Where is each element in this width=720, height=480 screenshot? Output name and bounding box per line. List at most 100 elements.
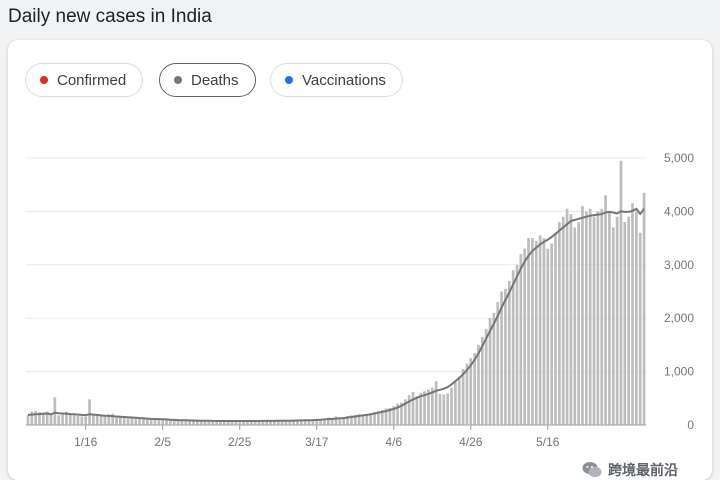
bar	[565, 208, 569, 425]
bar	[276, 421, 280, 425]
bar	[484, 328, 488, 425]
bar	[604, 195, 607, 425]
bar	[403, 399, 407, 425]
bar	[550, 243, 553, 425]
bar	[176, 420, 180, 425]
filter-vaccinations-label: Vaccinations	[302, 71, 386, 89]
y-tick-label: 3,000	[664, 258, 694, 272]
bar	[627, 216, 631, 425]
filter-vaccinations[interactable]: Vaccinations	[270, 63, 403, 97]
bar	[623, 222, 627, 425]
bar	[407, 395, 411, 425]
bar	[592, 216, 596, 425]
bar	[430, 387, 434, 425]
bar	[211, 421, 215, 425]
bar	[350, 415, 353, 425]
bar	[373, 412, 376, 425]
bar	[273, 420, 276, 425]
bar	[473, 352, 476, 425]
bar	[581, 206, 584, 425]
confirmed-color-dot	[40, 76, 48, 84]
bar	[242, 421, 245, 425]
bar	[546, 248, 550, 425]
bar	[496, 302, 500, 425]
chart-moving-average	[27, 207, 645, 422]
page-title: Daily new cases in India	[8, 6, 212, 27]
filter-confirmed-label: Confirmed	[57, 71, 127, 89]
bar	[222, 420, 226, 425]
bar	[569, 214, 573, 425]
bar	[323, 418, 326, 425]
chart-card: Confirmed Deaths Vaccinations 0 1,000 2,00…	[8, 40, 712, 480]
bar	[511, 270, 515, 425]
bar	[434, 381, 438, 425]
bar	[257, 420, 261, 425]
bar	[30, 411, 34, 425]
bar	[380, 410, 384, 425]
bar	[57, 415, 61, 425]
bar	[203, 420, 207, 425]
bar	[319, 419, 322, 425]
bar	[365, 414, 369, 425]
bar	[153, 419, 157, 425]
bar	[596, 211, 600, 425]
bar	[446, 393, 450, 425]
bar	[169, 419, 172, 425]
bar	[149, 419, 153, 425]
bar	[369, 414, 373, 425]
bar	[507, 280, 511, 425]
bar	[588, 208, 592, 425]
bar	[38, 412, 41, 425]
bar	[615, 216, 619, 425]
x-tick-label: 4/6	[385, 435, 402, 449]
bar	[611, 227, 615, 425]
bar	[265, 421, 269, 425]
bar	[80, 416, 84, 425]
bar	[334, 416, 338, 425]
bar	[519, 254, 523, 425]
bar	[342, 416, 346, 425]
filter-confirmed[interactable]: Confirmed	[25, 63, 144, 97]
bar	[527, 238, 530, 425]
bar	[165, 419, 168, 425]
filter-deaths[interactable]: Deaths	[159, 63, 256, 97]
bar	[253, 421, 257, 425]
bar	[284, 420, 288, 425]
bar	[226, 421, 230, 425]
bar	[619, 160, 623, 426]
bar	[84, 416, 88, 425]
bar	[631, 203, 634, 425]
bar	[488, 318, 492, 425]
bar	[442, 394, 446, 425]
bar	[161, 419, 165, 425]
bar	[480, 336, 484, 425]
bar	[500, 291, 503, 425]
bar	[207, 421, 211, 425]
bar	[534, 240, 538, 425]
bar	[134, 418, 138, 425]
chart-y-axis: 0 1,000 2,000 3,000 4,000 5,000	[664, 151, 694, 432]
bar	[561, 216, 565, 425]
bar	[296, 420, 299, 425]
chart-x-axis: 1/16 2/5 2/25 3/17 4/6 4/26 5/16	[26, 424, 646, 449]
bar	[542, 238, 546, 425]
bar	[103, 416, 107, 425]
bar	[288, 420, 292, 425]
bar	[26, 415, 30, 425]
watermark-text: 跨境最前沿	[608, 462, 678, 478]
bar	[292, 420, 295, 425]
x-tick-label: 2/5	[154, 435, 171, 449]
bar	[119, 416, 122, 425]
bar	[138, 418, 141, 425]
bar	[584, 211, 588, 425]
bar	[172, 420, 176, 425]
bar	[427, 389, 430, 425]
bar	[115, 415, 118, 425]
bar	[608, 211, 611, 425]
bar	[465, 363, 469, 425]
bar	[577, 222, 580, 425]
bar	[457, 376, 461, 425]
bar	[638, 232, 642, 425]
bar	[99, 414, 103, 425]
bar	[68, 414, 72, 425]
